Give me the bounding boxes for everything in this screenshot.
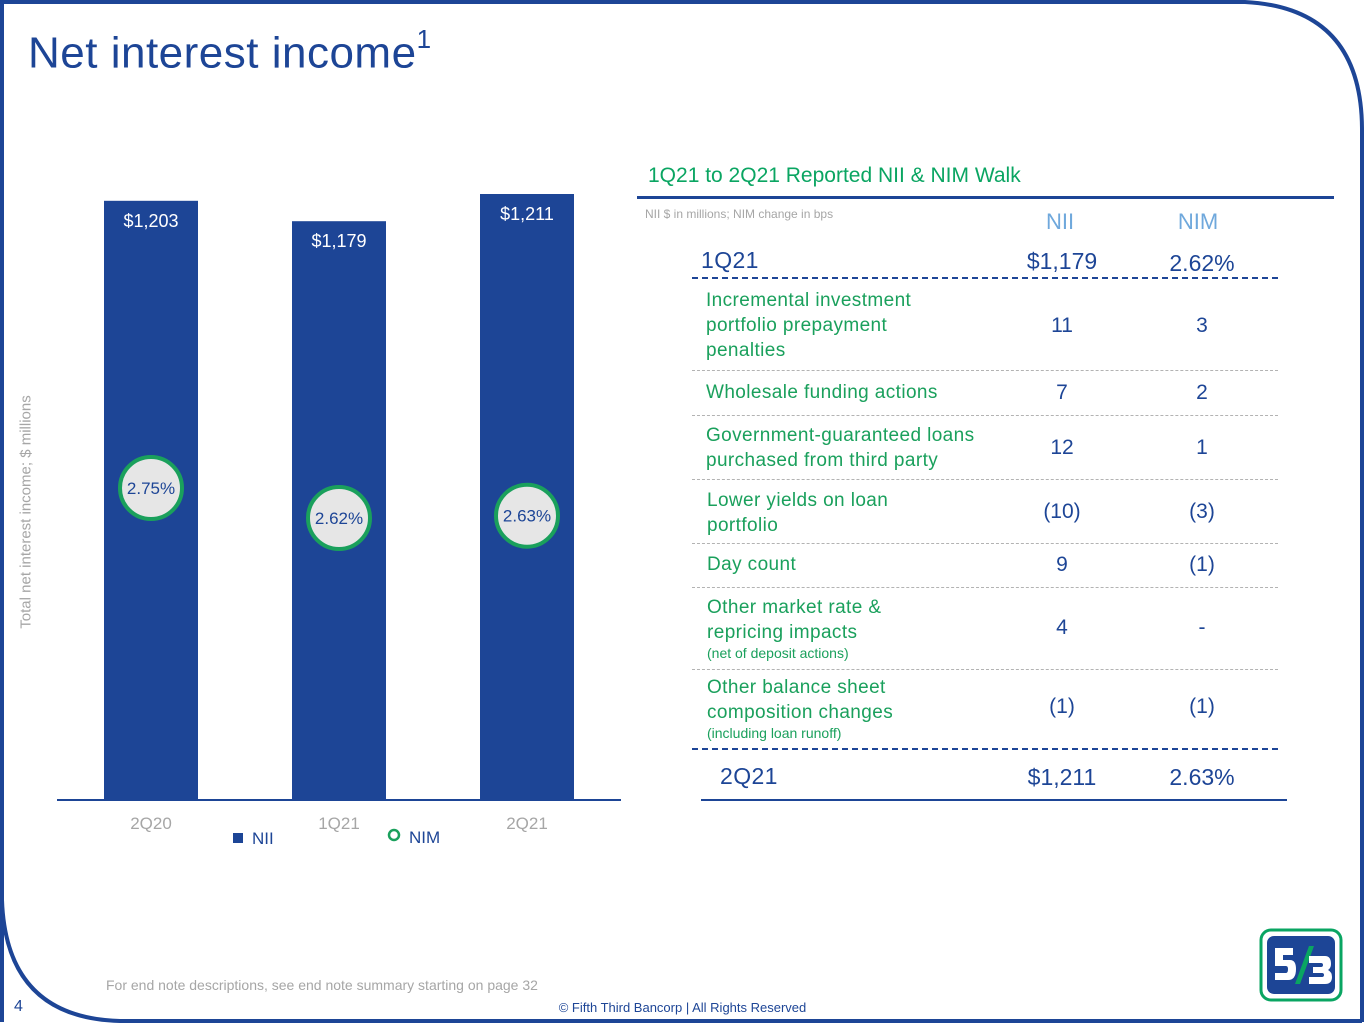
walk-row-nim: (1): [1189, 553, 1215, 576]
x-tick-label: 2Q21: [506, 814, 548, 833]
x-tick-label: 2Q20: [130, 814, 172, 833]
page-title: Net interest income1: [28, 24, 432, 78]
nii-data-label: $1,203: [123, 211, 178, 231]
copyright-text: © Fifth Third Bancorp | All Rights Reser…: [558, 1000, 807, 1015]
walk-row-nii: 9: [1056, 553, 1068, 576]
row-divider: [692, 543, 1278, 544]
row-divider: [692, 370, 1278, 371]
walk-start-nii: $1,179: [1026, 248, 1098, 274]
walk-row-label: Wholesale funding actions: [706, 382, 938, 403]
walk-row-nim: -: [1198, 616, 1206, 639]
nim-marker: [118, 455, 184, 521]
walk-row-nii: (1): [1049, 695, 1075, 718]
row-divider: [692, 748, 1278, 750]
row-divider: [692, 415, 1278, 416]
nim-data-label: 2.62%: [315, 509, 363, 528]
legend-nii-label: NII: [252, 829, 274, 848]
nim-marker: [306, 485, 372, 551]
page-number: 4: [14, 998, 23, 1015]
walk-row-nim: (1): [1189, 695, 1215, 718]
row-divider: [692, 587, 1278, 588]
nim-data-label: 2.63%: [503, 507, 551, 526]
walk-start-label: 1Q21: [701, 247, 759, 273]
legend-nii-swatch: [233, 833, 243, 843]
walk-row-nii: 11: [1051, 314, 1073, 337]
nii-data-label: $1,179: [311, 231, 366, 251]
column-header-nii: NII: [1045, 209, 1075, 234]
walk-end-nim: 2.63%: [1169, 764, 1235, 790]
row-divider: [692, 277, 1278, 279]
walk-row-label: Other market rate & repricing impacts (ne…: [707, 597, 882, 661]
walk-start-nim: 2.62%: [1169, 250, 1235, 276]
walk-row-nii: 7: [1056, 381, 1068, 404]
fifth-third-logo: [1259, 928, 1343, 1002]
walk-row-nii: 12: [1050, 436, 1074, 459]
table-bottom-rule: [701, 799, 1287, 801]
nii-data-label: $1,211: [500, 204, 554, 224]
walk-row-nim: 3: [1196, 314, 1208, 337]
walk-row-sublabel: (net of deposit actions): [707, 645, 849, 661]
legend-nim-swatch: [387, 828, 401, 842]
row-divider: [692, 669, 1278, 670]
x-tick-label: 1Q21: [318, 814, 360, 833]
walk-row-label: Other balance sheet composition changes(…: [707, 677, 894, 741]
walk-title-rule: [637, 196, 1334, 199]
walk-row-label: Lower yields on loan portfolio: [707, 490, 889, 536]
walk-row-label: Government-guaranteed loans purchased fr…: [706, 425, 975, 471]
walk-row-nim: (3): [1189, 500, 1215, 523]
column-header-nim: NIM: [1177, 209, 1219, 234]
walk-row-nii: 4: [1056, 616, 1068, 639]
row-divider: [692, 479, 1278, 480]
walk-row-sublabel: (including loan runoff): [707, 725, 842, 741]
walk-end-nii: $1,211: [1027, 764, 1097, 790]
nii-bar-chart: $1,203 $1,179 $1,211 2.75% 2.62% 2.63% 2Q20 1Q2…: [0, 170, 640, 870]
walk-note: NII $ in millions; NIM change in bps: [645, 207, 834, 221]
walk-row-nim: 1: [1196, 436, 1208, 459]
walk-row-nim: 2: [1196, 381, 1208, 404]
walk-row-nii: (10): [1043, 500, 1081, 523]
walk-title: 1Q21 to 2Q21 Reported NII & NIM Walk: [648, 164, 1021, 187]
walk-row-label: Incremental investment portfolio prepaym…: [706, 290, 912, 361]
nim-data-label: 2.75%: [127, 479, 175, 498]
legend-nim-label: NIM: [409, 828, 440, 847]
walk-row-label: Day count: [707, 554, 797, 575]
nim-marker: [494, 482, 560, 549]
walk-end-label: 2Q21: [720, 763, 778, 789]
endnote-text: For end note descriptions, see end note …: [106, 977, 538, 993]
